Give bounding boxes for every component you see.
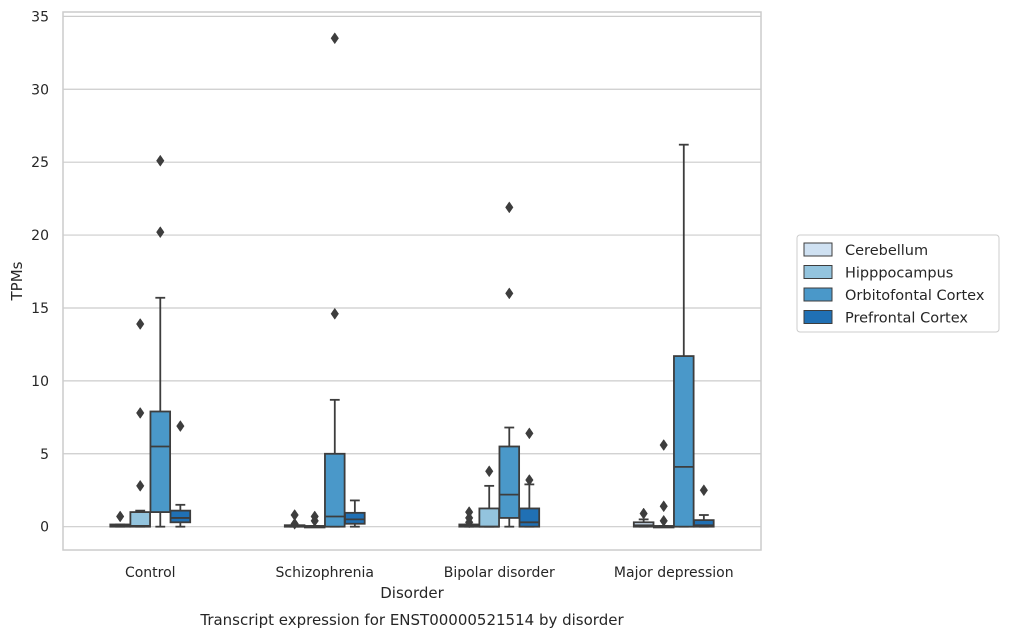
x-tick-label: Control [125,565,176,581]
y-tick-label: 25 [31,155,49,171]
outlier-point [136,407,145,419]
outlier-point [525,427,534,440]
box-iqr [149,410,172,513]
box [498,201,521,528]
y-tick-label: 15 [31,301,49,317]
y-tick-label: 0 [40,520,49,536]
legend-label: Orbitofontal Cortex [845,288,985,304]
box-iqr [129,511,151,528]
outlier-point [176,420,185,433]
x-tick-label: Major depression [614,565,734,581]
outlier-point [699,484,708,497]
outlier-point [659,500,668,513]
box-plot-series [109,32,715,530]
x-tick-label: Schizophrenia [276,565,374,581]
box-iqr [169,509,192,524]
box [673,143,695,528]
outlier-point [485,465,494,478]
series-cerebellum [109,506,655,530]
box [693,484,715,528]
series-orbitofontal-cortex [149,32,695,528]
legend-swatch [803,287,833,302]
y-tick-label: 35 [31,9,49,25]
box [283,509,306,530]
legend-label: Cerebellum [845,243,928,259]
outlier-point [330,307,339,320]
y-axis-label: TPMs [8,261,26,301]
y-tick-label: 30 [31,82,49,98]
box-iqr [693,519,715,528]
outlier-point [136,479,145,492]
outlier-point [330,32,339,45]
box [632,507,655,528]
box [129,318,151,528]
outlier-point [310,510,319,523]
box [344,499,366,528]
series-hipppocampus [129,318,675,529]
box [458,506,480,529]
outlier-point [659,514,668,527]
y-axis-ticks: 0 5 10 15 20 25 30 35 [31,9,49,535]
plot-area-frame [62,11,762,551]
outlier-point [136,318,145,330]
box [652,439,675,529]
series-prefrontal-cortex [169,420,715,528]
box [109,510,131,528]
legend-label: Prefrontal Cortex [845,311,968,327]
outlier-point [156,226,165,239]
box-iqr [518,507,541,528]
y-tick-label: 20 [31,228,49,244]
outlier-point [525,474,534,486]
legend-frame [796,234,1000,333]
outlier-point [156,154,165,167]
outlier-point [505,201,514,214]
outlier-point [116,510,125,523]
legend-label: Hipppocampus [845,266,953,282]
box-iqr [344,511,366,525]
x-tick-label: Bipolar disorder [444,565,555,581]
box [303,510,326,529]
box [149,154,172,528]
legend-swatch [803,265,833,279]
y-tick-label: 10 [31,374,49,390]
y-tick-label: 5 [40,447,49,463]
legend-swatch [803,310,833,324]
outlier-point [465,506,474,519]
outlier-point [290,517,299,530]
box-iqr [478,507,500,528]
legend-swatch [803,242,833,257]
outlier-point [290,509,299,521]
outlier-point [639,507,648,520]
figure-caption: Transcript expression for ENST0000052151… [199,611,624,629]
box [324,32,346,528]
x-axis-label: Disorder [380,584,444,602]
box [478,465,500,528]
box [518,427,541,528]
box [169,420,192,528]
box-iqr [324,452,346,528]
x-axis-ticks: Control Schizophrenia Bipolar disorder Majo… [125,565,734,581]
box-iqr [673,355,695,528]
box-iqr [498,445,521,519]
outlier-point [505,287,514,300]
legend: Cerebellum Hipppocampus Orbitofontal Corte… [796,234,1000,333]
outlier-point [659,439,668,451]
gridlines [63,15,761,528]
